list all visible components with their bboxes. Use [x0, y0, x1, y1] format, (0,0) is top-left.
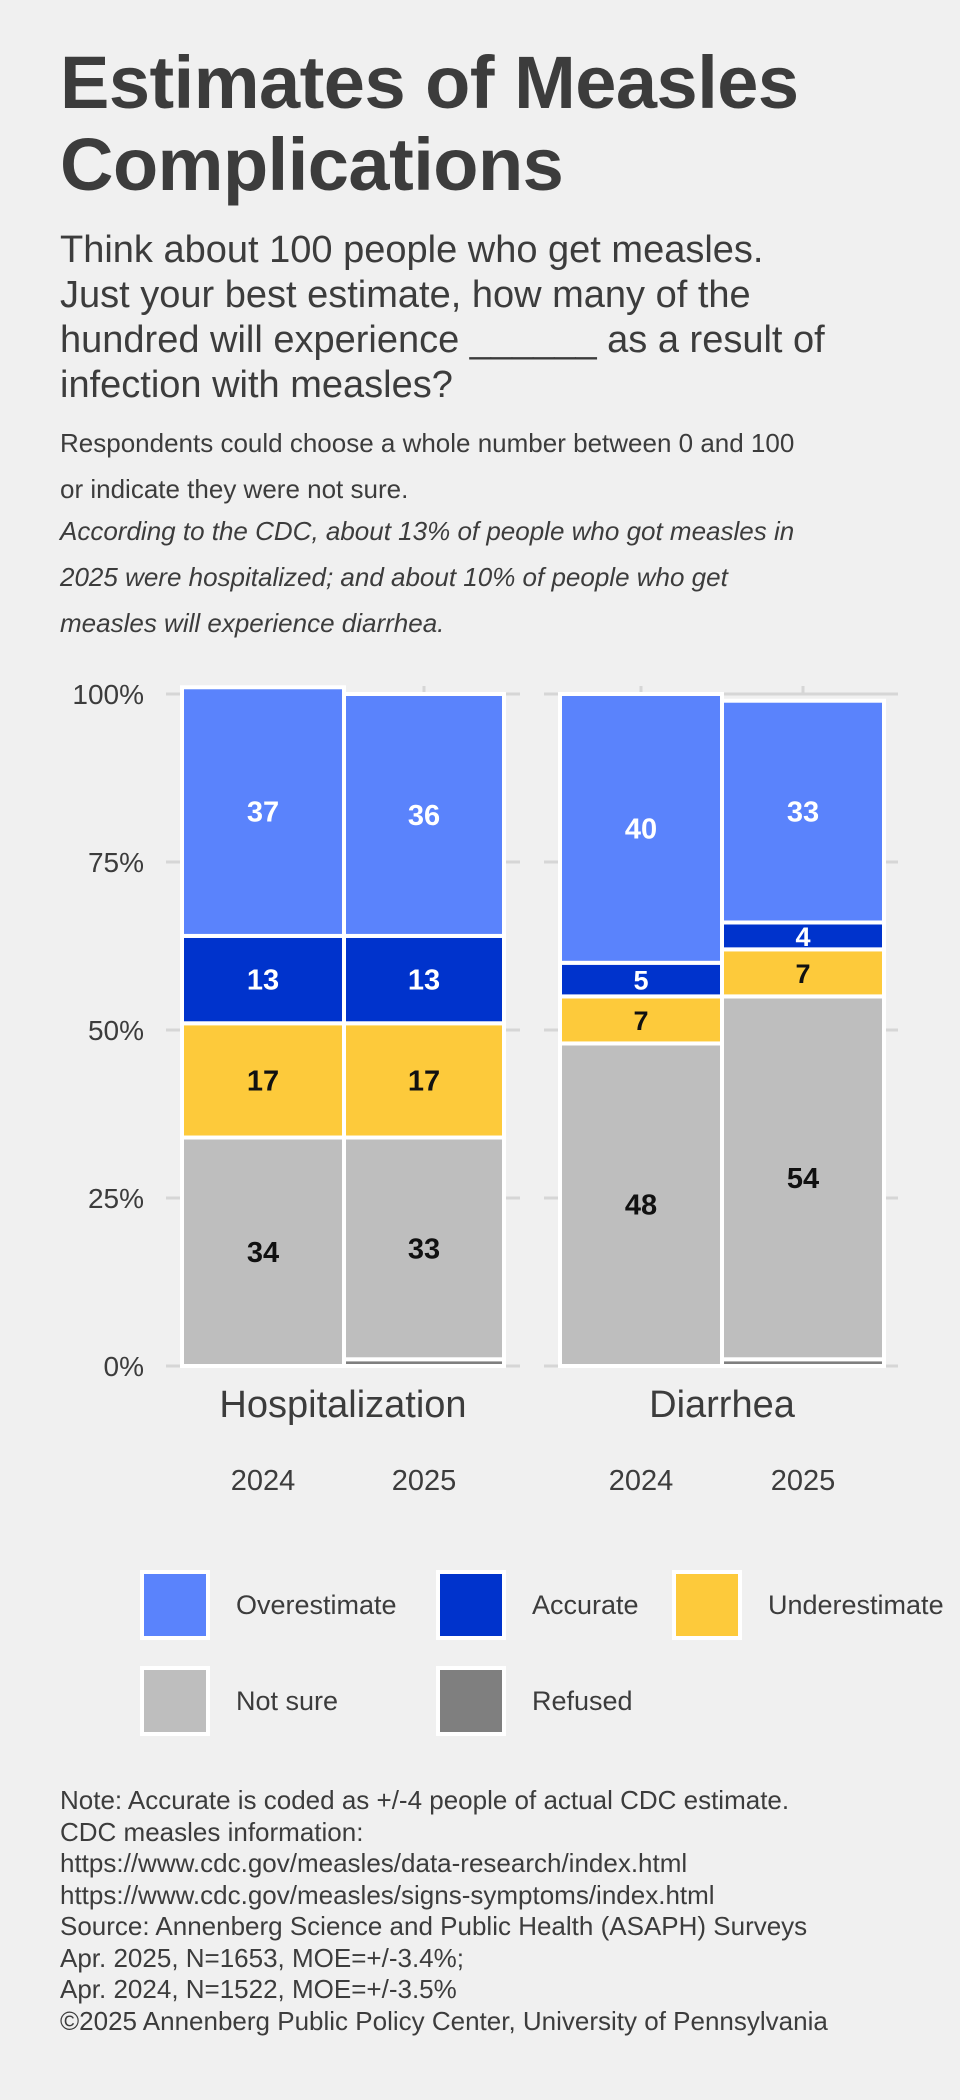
cdc-line: According to the CDC, about 13% of peopl…: [60, 516, 795, 546]
legend-swatch-not-sure: [140, 1666, 210, 1736]
chart-canvas: 0% 25% 50% 75% 100% 34 17 13 37 2024 33 17 13 36 2025 H…: [72, 679, 898, 1497]
bar-segment-overestimate: [342, 692, 506, 938]
legend-swatch-overestimate: [140, 1570, 210, 1640]
footer-line: Apr. 2024, N=1522, MOE=+/-3.5%: [60, 1974, 457, 2004]
x-category-label: 2025: [771, 1465, 836, 1497]
note-line: Respondents could choose a whole number …: [60, 428, 795, 458]
x-category-label: 2025: [392, 1465, 457, 1497]
question-line: infection with measles?: [60, 364, 453, 406]
title-line-1: Estimates of Measles: [60, 41, 799, 124]
bar-segment-underestimate: [342, 1021, 506, 1140]
legend-item-underestimate: Underestimate: [672, 1570, 944, 1640]
title-line-2: Complications: [60, 123, 564, 206]
data-label-underestimate: 7: [795, 959, 810, 989]
bar-segment-underestimate: [720, 947, 886, 999]
data-label-accurate: 13: [408, 965, 440, 997]
legend-swatch-accurate: [436, 1570, 506, 1640]
legend-label-refused: Refused: [532, 1685, 633, 1716]
footer-notes: Note: Accurate is coded as +/-4 people o…: [60, 1785, 960, 2037]
legend-label-accurate: Accurate: [532, 1589, 639, 1620]
cdc-line: measles will experience diarrhea.: [60, 608, 445, 638]
question-line: Think about 100 people who get measles.: [60, 229, 764, 271]
stacked-bar-chart: 0% 25% 50% 75% 100% 34 17 13 37 2024 33 17 13 36 2025 H…: [0, 660, 960, 1520]
footer-line: ©2025 Annenberg Public Policy Center, Un…: [60, 2005, 828, 2036]
y-tick-label: 25%: [88, 1183, 144, 1214]
bar-segment-not-sure: [558, 1041, 724, 1368]
bar-segment-accurate: [558, 960, 724, 999]
legend-swatch-refused: [436, 1666, 506, 1736]
legend-item-not-sure: Not sure: [140, 1666, 338, 1736]
y-tick-label: 50%: [88, 1015, 144, 1046]
data-label-overestimate: 36: [408, 800, 440, 832]
panel-label-diarrhea: Diarrhea: [649, 1384, 796, 1426]
survey-question: Think about 100 people who get measles. …: [60, 228, 940, 408]
data-label-underestimate: 7: [633, 1006, 648, 1036]
legend-item-refused: Refused: [436, 1666, 633, 1736]
question-line: hundred will experience ______ as a resu…: [60, 319, 825, 361]
bar-segment-not-sure: [720, 994, 886, 1362]
data-label-not-sure: 48: [625, 1190, 657, 1222]
legend-label-not-sure: Not sure: [236, 1685, 339, 1716]
data-label-underestimate: 17: [408, 1065, 440, 1097]
footer-line: CDC measles information:: [60, 1816, 364, 1847]
chart-title: Estimates of Measles Complications: [60, 42, 940, 206]
cdc-note: According to the CDC, about 13% of peopl…: [60, 508, 940, 646]
cdc-line: 2025 were hospitalized; and about 10% of…: [60, 562, 728, 592]
footer-line: Source: Annenberg Science and Public Hea…: [60, 1911, 808, 1941]
legend-item-overestimate: Overestimate: [140, 1570, 397, 1640]
data-label-not-sure: 34: [247, 1237, 279, 1269]
bar-segment-overestimate: [558, 692, 724, 965]
data-label-not-sure: 33: [408, 1233, 440, 1265]
data-label-not-sure: 54: [787, 1163, 819, 1195]
footer-link: https://www.cdc.gov/measles/data-researc…: [60, 1848, 688, 1878]
legend-label-overestimate: Overestimate: [236, 1589, 397, 1620]
x-category-label: 2024: [231, 1465, 296, 1497]
data-label-underestimate: 17: [247, 1065, 279, 1097]
data-label-accurate: 13: [247, 965, 279, 997]
note-line: or indicate they were not sure.: [60, 474, 409, 504]
bar-segment-not-sure: [342, 1135, 506, 1362]
bar-segment-accurate: [342, 933, 506, 1026]
footer-link: https://www.cdc.gov/measles/signs-sympto…: [60, 1879, 715, 1910]
legend-swatch-underestimate: [672, 1570, 742, 1640]
legend-item-accurate: Accurate: [436, 1570, 639, 1640]
legend: Overestimate Accurate Underestimate Not …: [0, 1570, 960, 1750]
y-tick-label: 0%: [104, 1351, 144, 1382]
data-label-accurate: 4: [795, 922, 810, 952]
x-category-label: 2024: [609, 1465, 674, 1497]
response-note: Respondents could choose a whole number …: [60, 420, 940, 512]
data-label-overestimate: 33: [787, 797, 819, 829]
footer-line: Note: Accurate is coded as +/-4 people o…: [60, 1785, 790, 1815]
bar-segment-overestimate: [720, 698, 886, 925]
question-line: Just your best estimate, how many of the: [60, 274, 751, 316]
y-tick-label: 75%: [88, 847, 144, 878]
footer-line: Apr. 2025, N=1653, MOE=+/-3.4%;: [60, 1942, 464, 1973]
data-label-accurate: 5: [633, 966, 648, 996]
legend-label-underestimate: Underestimate: [768, 1589, 944, 1620]
data-label-overestimate: 40: [625, 813, 657, 845]
y-tick-label: 100%: [72, 679, 144, 710]
panel-label-hospitalization: Hospitalization: [219, 1384, 466, 1426]
data-label-overestimate: 37: [247, 797, 279, 829]
